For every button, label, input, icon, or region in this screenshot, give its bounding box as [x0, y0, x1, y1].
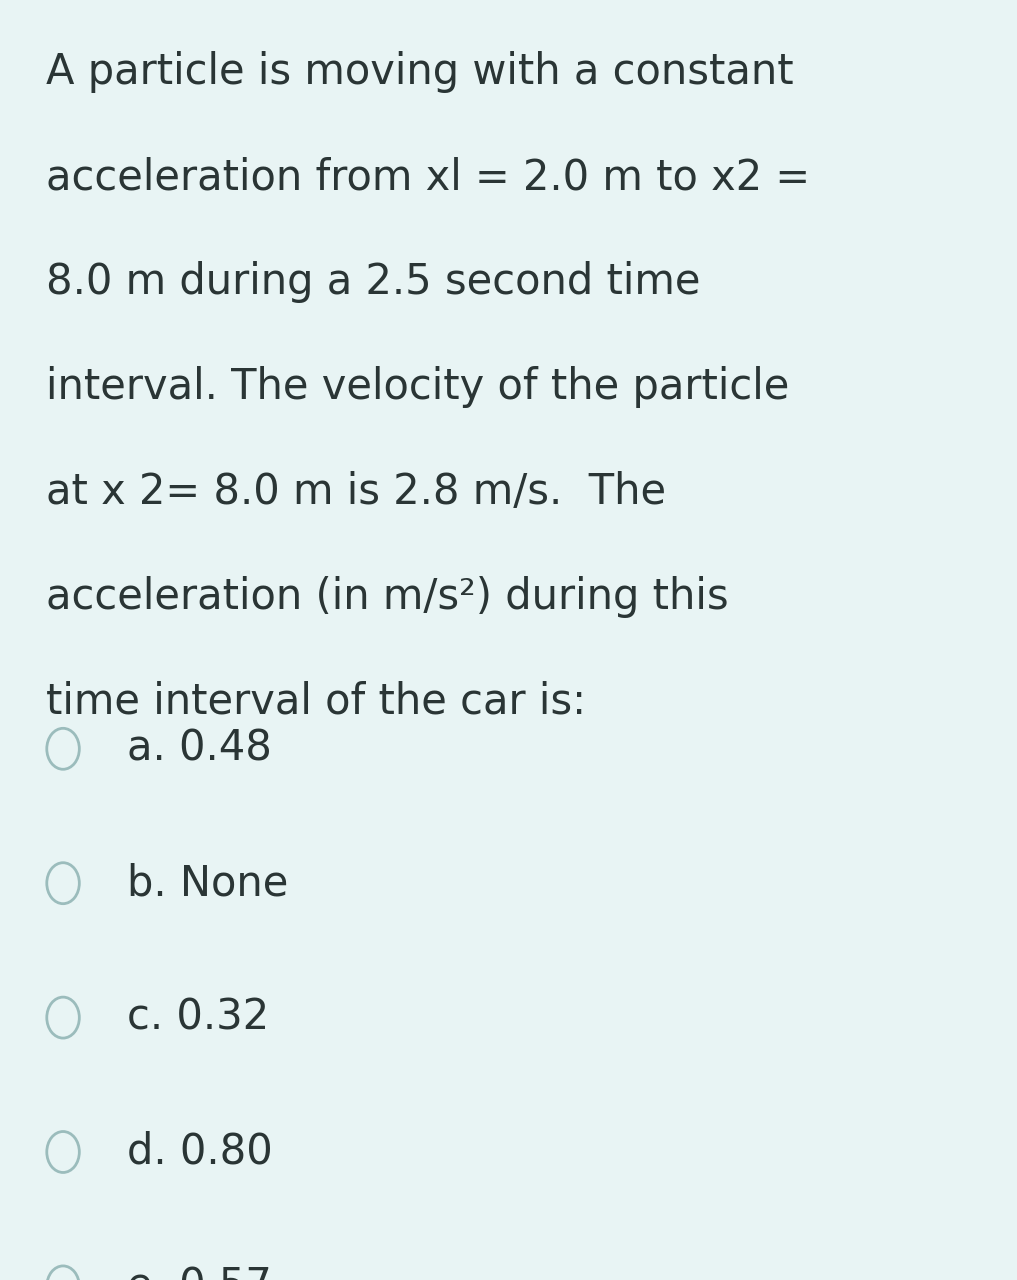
Text: d. 0.80: d. 0.80: [127, 1132, 273, 1172]
Text: at x 2= 8.0 m is 2.8 m/s.  The: at x 2= 8.0 m is 2.8 m/s. The: [46, 471, 666, 513]
Text: interval. The velocity of the particle: interval. The velocity of the particle: [46, 366, 789, 408]
Text: A particle is moving with a constant: A particle is moving with a constant: [46, 51, 793, 93]
Text: acceleration (in m/s²) during this: acceleration (in m/s²) during this: [46, 576, 728, 618]
Text: b. None: b. None: [127, 863, 289, 904]
Text: e. 0.57: e. 0.57: [127, 1266, 272, 1280]
Text: time interval of the car is:: time interval of the car is:: [46, 681, 586, 723]
Text: 8.0 m during a 2.5 second time: 8.0 m during a 2.5 second time: [46, 261, 701, 303]
Text: c. 0.32: c. 0.32: [127, 997, 270, 1038]
Text: a. 0.48: a. 0.48: [127, 728, 272, 769]
Text: acceleration from xl = 2.0 m to x2 =: acceleration from xl = 2.0 m to x2 =: [46, 156, 810, 198]
